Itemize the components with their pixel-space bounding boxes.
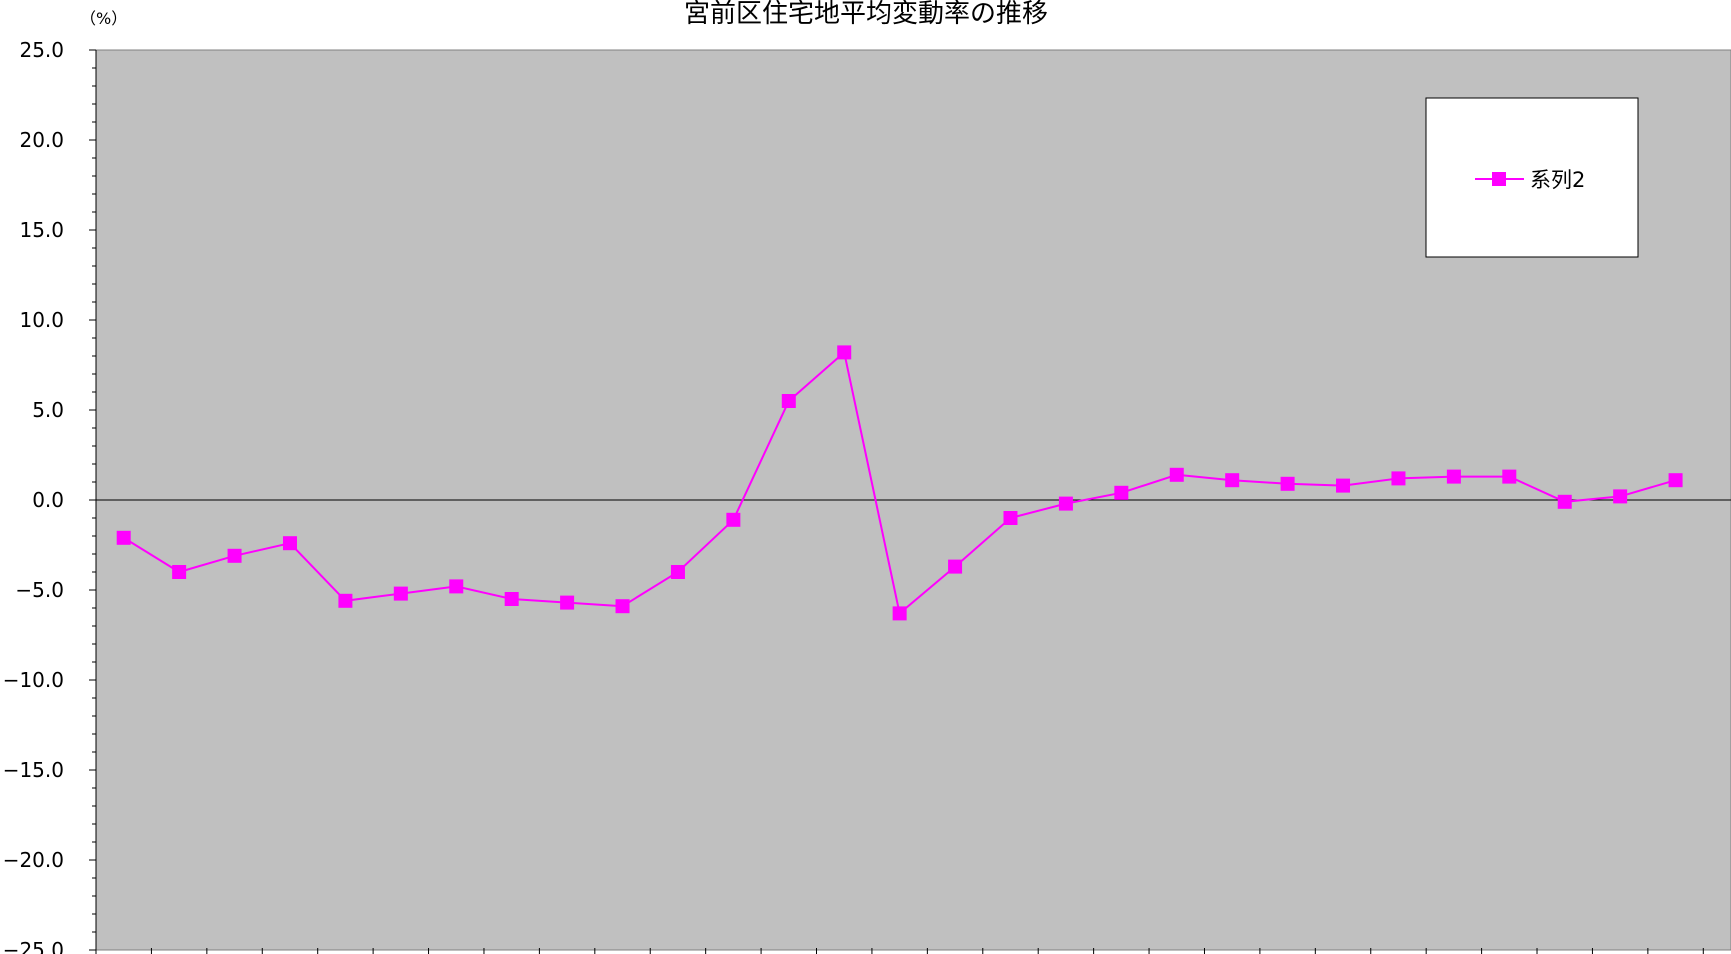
y-tick-label: −5.0 [15,578,64,602]
data-point-marker [172,565,187,579]
data-point-marker [1225,473,1240,488]
data-point-marker [948,559,963,574]
data-point-marker [781,394,796,408]
chart-title: 宮前区住宅地平均変動率の推移 [684,0,1048,29]
data-point-marker [227,548,242,563]
data-point-marker [1280,476,1295,491]
y-tick-label: 20.0 [19,128,64,152]
data-point-marker [560,595,575,610]
data-point-marker [837,345,852,360]
legend-label-series-2: 系列2 [1530,168,1585,192]
data-point-marker [1446,469,1461,484]
y-tick-label: 0.0 [32,488,64,512]
data-point-marker [1003,511,1018,525]
data-point-marker [449,579,464,594]
y-tick-label: 10.0 [19,308,64,332]
y-tick-label: 25.0 [19,38,64,62]
legend: 系列2 [1425,97,1639,258]
legend-marker-swatch [1492,172,1506,186]
data-point-marker [1502,469,1517,484]
y-tick-label: 5.0 [32,398,64,422]
data-point-marker [1391,471,1406,486]
series-layer [116,345,1683,621]
data-point-marker [670,565,685,579]
y-axis-unit-label: （%） [80,9,127,28]
data-point-marker [1668,473,1683,488]
y-tick-label: −25.0 [3,938,64,954]
data-point-marker [1336,478,1351,493]
x-axis [95,499,1731,954]
data-point-marker [1114,485,1129,500]
data-point-marker [116,530,131,545]
data-point-marker [1169,467,1184,482]
data-point-marker [1557,494,1572,509]
y-tick-label: −20.0 [3,848,64,872]
data-point-marker [338,593,353,608]
legend-box [1425,97,1639,258]
data-point-marker [504,592,519,606]
data-point-marker [1058,496,1073,511]
data-point-marker [615,599,630,614]
y-tick-label: −10.0 [3,668,64,692]
y-tick-label: −15.0 [3,758,64,782]
data-point-marker [393,586,408,601]
data-point-marker [282,536,297,551]
data-point-marker [1613,489,1628,504]
y-axis: 25.0 20.0 15.0 10.0 5.0 0.0 −5.0 −10.0 −15.0 −20.… [3,38,97,954]
data-point-marker [892,606,907,621]
y-tick-label: 15.0 [19,218,64,242]
data-point-marker [726,512,741,527]
